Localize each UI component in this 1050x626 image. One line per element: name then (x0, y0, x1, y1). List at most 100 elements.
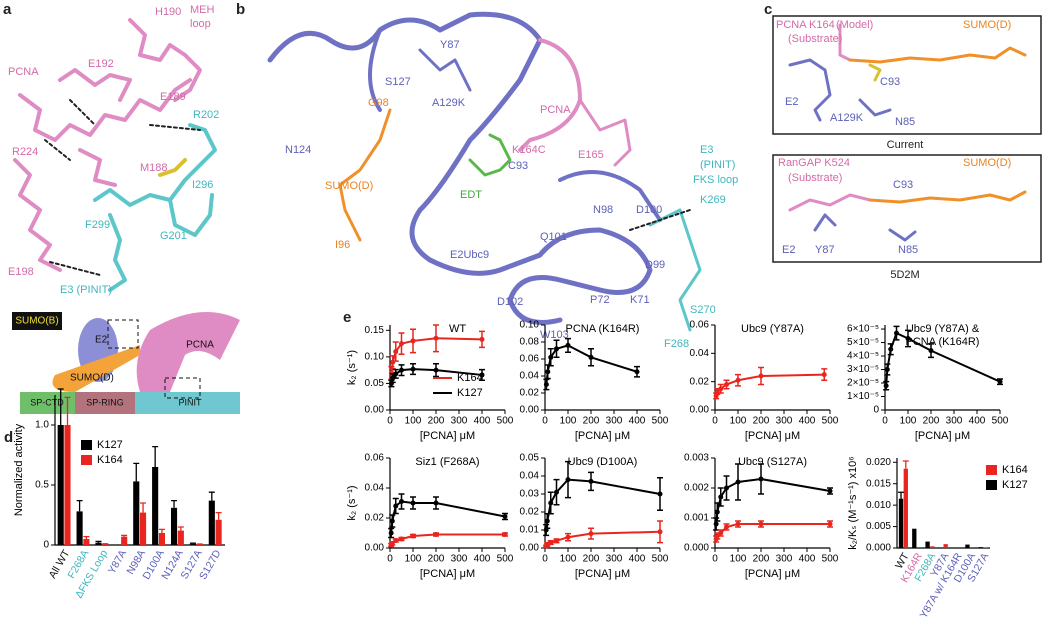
y-tick-label: 0.02 (365, 513, 385, 524)
data-point (399, 367, 404, 373)
x-tick-label: 200 (583, 416, 600, 427)
bar (912, 528, 917, 548)
residue-label: PCNA K164 (776, 19, 835, 31)
x-axis-label: [PCNA] μM (420, 430, 475, 442)
data-point (724, 524, 729, 530)
y-tick-label: 5×10⁻⁵ (847, 337, 879, 348)
x-tick-label: 100 (730, 554, 747, 565)
residue-label: C93 (880, 76, 900, 88)
panel-letter: e (343, 309, 351, 326)
error-bar (152, 445, 159, 467)
box-caption: 5D2M (890, 269, 919, 281)
x-tick-label: 300 (776, 416, 793, 427)
data-point (997, 379, 1003, 385)
panel-letter: b (236, 1, 245, 18)
error-bar (64, 396, 71, 425)
data-point (410, 533, 416, 539)
bar (208, 500, 215, 545)
y-axis-label: k₂ (s⁻¹) (346, 485, 358, 520)
data-point (393, 538, 399, 543)
residue-label: D102 (497, 296, 523, 308)
residue-label: H190 (155, 6, 181, 18)
residue-label: P72 (590, 294, 610, 306)
residue-label: MEH (190, 4, 215, 16)
data-point (714, 533, 720, 539)
bar (121, 536, 128, 545)
data-point (544, 518, 550, 524)
chart-title: PCNA (K164R) (566, 323, 640, 335)
x-tick-label: 500 (652, 416, 669, 427)
x-tick-label: 300 (776, 554, 793, 565)
residue-label: F268 (664, 338, 689, 350)
data-point (735, 377, 741, 383)
data-point (718, 530, 724, 536)
bar (76, 511, 83, 545)
x-tick-label: 400 (474, 554, 491, 565)
residue-label: D99 (645, 259, 665, 271)
y-tick-label: 0.05 (520, 453, 540, 464)
data-point (735, 479, 741, 485)
data-point (827, 488, 833, 494)
x-axis-label: [PCNA] μM (575, 430, 630, 442)
residue-label: E192 (88, 58, 114, 70)
x-axis-label: [PCNA] μM (915, 430, 970, 442)
y-tick-label: 0.02 (520, 507, 540, 518)
chart-title: Siz1 (F268A) (415, 456, 479, 468)
residue-label: N85 (895, 116, 915, 128)
y-axis-label: k₂ (s⁻¹) (346, 350, 358, 385)
legend-swatch (81, 455, 92, 465)
y-tick-label: 0.020 (866, 457, 891, 468)
error-bar (898, 491, 905, 499)
data-point (399, 341, 404, 347)
bar (158, 533, 166, 545)
residue-label: S270 (690, 304, 716, 316)
bar (898, 498, 904, 548)
residue-label: N98 (593, 204, 613, 216)
data-point (548, 500, 554, 506)
chart-title: Ubc9 (Y87A) (741, 323, 804, 335)
data-point (827, 521, 833, 527)
y-tick-label: 1×10⁻⁵ (847, 391, 879, 402)
data-point (735, 521, 741, 527)
data-point (433, 335, 439, 341)
bar (930, 546, 935, 548)
x-tick-label: 0 (387, 554, 393, 565)
error-bar (902, 460, 909, 469)
x-tick-label: 500 (497, 554, 514, 565)
y-tick-label: 3×10⁻⁵ (847, 364, 879, 375)
x-tick-label: 200 (583, 554, 600, 565)
residue-label: R202 (193, 109, 219, 121)
y-tick-label: 0.04 (690, 348, 710, 359)
data-point (758, 521, 764, 527)
residue-label: N85 (898, 244, 918, 256)
residue-label: F299 (85, 219, 110, 231)
structure-a (13, 18, 217, 292)
data-point (894, 330, 899, 336)
data-point (588, 354, 594, 360)
x-tick-label: 0 (712, 416, 718, 427)
residue-label: G98 (368, 97, 389, 109)
bar (970, 547, 975, 548)
y-tick-label: 1.0 (35, 420, 49, 431)
schematic-label: SUMO(D) (70, 373, 114, 384)
data-point (545, 369, 551, 375)
x-tick-label: 0 (542, 416, 548, 427)
y-tick-label: 0.00 (690, 405, 710, 416)
x-tick-label: 200 (428, 416, 445, 427)
residue-label: SUMO(D) (963, 157, 1011, 169)
data-point (713, 521, 719, 527)
residue-label: E165 (578, 149, 604, 161)
error-bar (140, 502, 147, 513)
legend-label: K164 (457, 372, 483, 384)
y-tick-label: 0.000 (684, 543, 709, 554)
y-tick-label: 0.04 (365, 483, 385, 494)
bar (903, 468, 908, 548)
data-point (928, 348, 934, 354)
data-point (884, 367, 890, 373)
bar (140, 512, 147, 545)
data-point (724, 485, 729, 491)
residue-label: E2Ubc9 (450, 249, 489, 261)
x-tick-label: 200 (753, 416, 770, 427)
data-point (588, 478, 594, 484)
